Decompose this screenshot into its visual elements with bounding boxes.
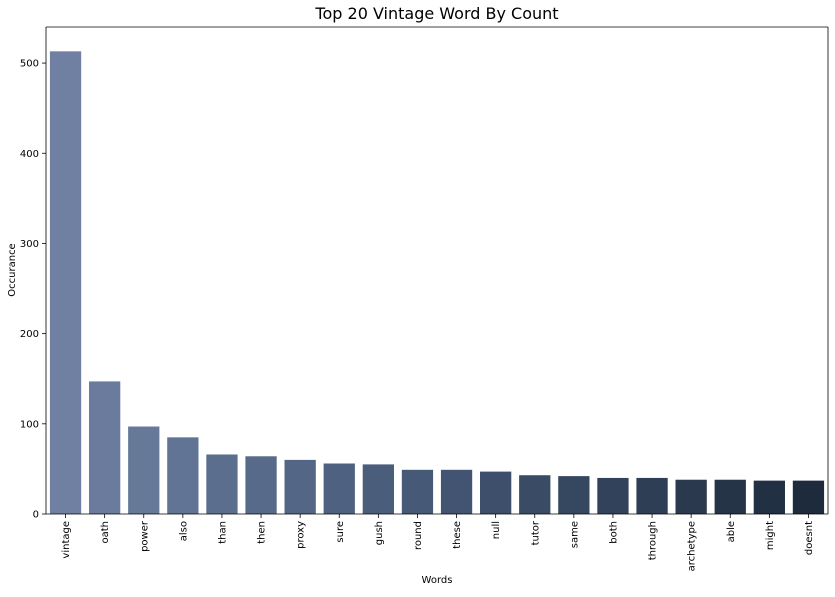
x-tick-label: tutor bbox=[530, 520, 541, 545]
bar-sure bbox=[323, 463, 355, 514]
x-tick-label: gush bbox=[374, 521, 385, 545]
bar-same bbox=[558, 476, 590, 514]
y-axis-ticks: 0 100 200 300 400 500 bbox=[20, 59, 46, 521]
x-tick-label: archetype bbox=[687, 521, 698, 571]
x-tick-label: oath bbox=[100, 521, 111, 544]
y-tick-label: 100 bbox=[20, 419, 39, 430]
bar-archetype bbox=[675, 479, 707, 514]
plot-frame bbox=[45, 26, 829, 515]
x-axis-ticks: vintage oath power also than then proxy sure gus… bbox=[61, 514, 815, 571]
x-tick-label: than bbox=[217, 521, 228, 544]
x-tick-label: proxy bbox=[296, 521, 307, 549]
bar-tutor bbox=[519, 475, 551, 514]
bar-null bbox=[480, 471, 512, 514]
y-axis-label: Occurance bbox=[7, 243, 18, 296]
bar-round bbox=[401, 469, 434, 514]
x-tick-label: round bbox=[413, 521, 424, 550]
x-tick-label: same bbox=[569, 521, 580, 548]
x-tick-label: vintage bbox=[61, 521, 72, 559]
bar-power bbox=[128, 426, 160, 514]
bar-able bbox=[714, 479, 746, 514]
y-tick-label: 500 bbox=[20, 59, 39, 70]
x-tick-label: doesnt bbox=[804, 521, 815, 555]
bar-proxy bbox=[284, 459, 316, 514]
bar-then bbox=[245, 456, 277, 514]
bar-also bbox=[167, 437, 199, 514]
x-tick-label: able bbox=[726, 521, 737, 542]
x-axis-label: Words bbox=[422, 575, 453, 586]
bar-through bbox=[636, 477, 668, 514]
bar-vintage bbox=[49, 51, 82, 514]
x-tick-label: sure bbox=[335, 521, 346, 543]
bars-group bbox=[49, 51, 825, 514]
x-tick-label: through bbox=[648, 521, 659, 560]
x-tick-label: these bbox=[452, 521, 463, 549]
x-tick-label: might bbox=[765, 521, 776, 550]
y-tick-label: 400 bbox=[20, 149, 39, 160]
x-tick-label: power bbox=[139, 520, 150, 552]
bar-both bbox=[597, 477, 629, 514]
chart-title: Top 20 Vintage Word By Count bbox=[314, 4, 558, 23]
bar-gush bbox=[362, 464, 394, 514]
bar-doesnt bbox=[792, 480, 825, 514]
y-tick-label: 300 bbox=[20, 239, 39, 250]
x-tick-label: also bbox=[178, 521, 189, 541]
bar-than bbox=[206, 454, 238, 514]
bar-these bbox=[440, 469, 473, 514]
bar-might bbox=[753, 480, 785, 514]
x-tick-label: both bbox=[608, 521, 619, 544]
x-tick-label: then bbox=[257, 521, 268, 544]
y-tick-label: 0 bbox=[33, 510, 39, 521]
x-tick-label: null bbox=[491, 521, 502, 539]
y-tick-label: 200 bbox=[20, 329, 39, 340]
bar-oath bbox=[89, 381, 121, 514]
